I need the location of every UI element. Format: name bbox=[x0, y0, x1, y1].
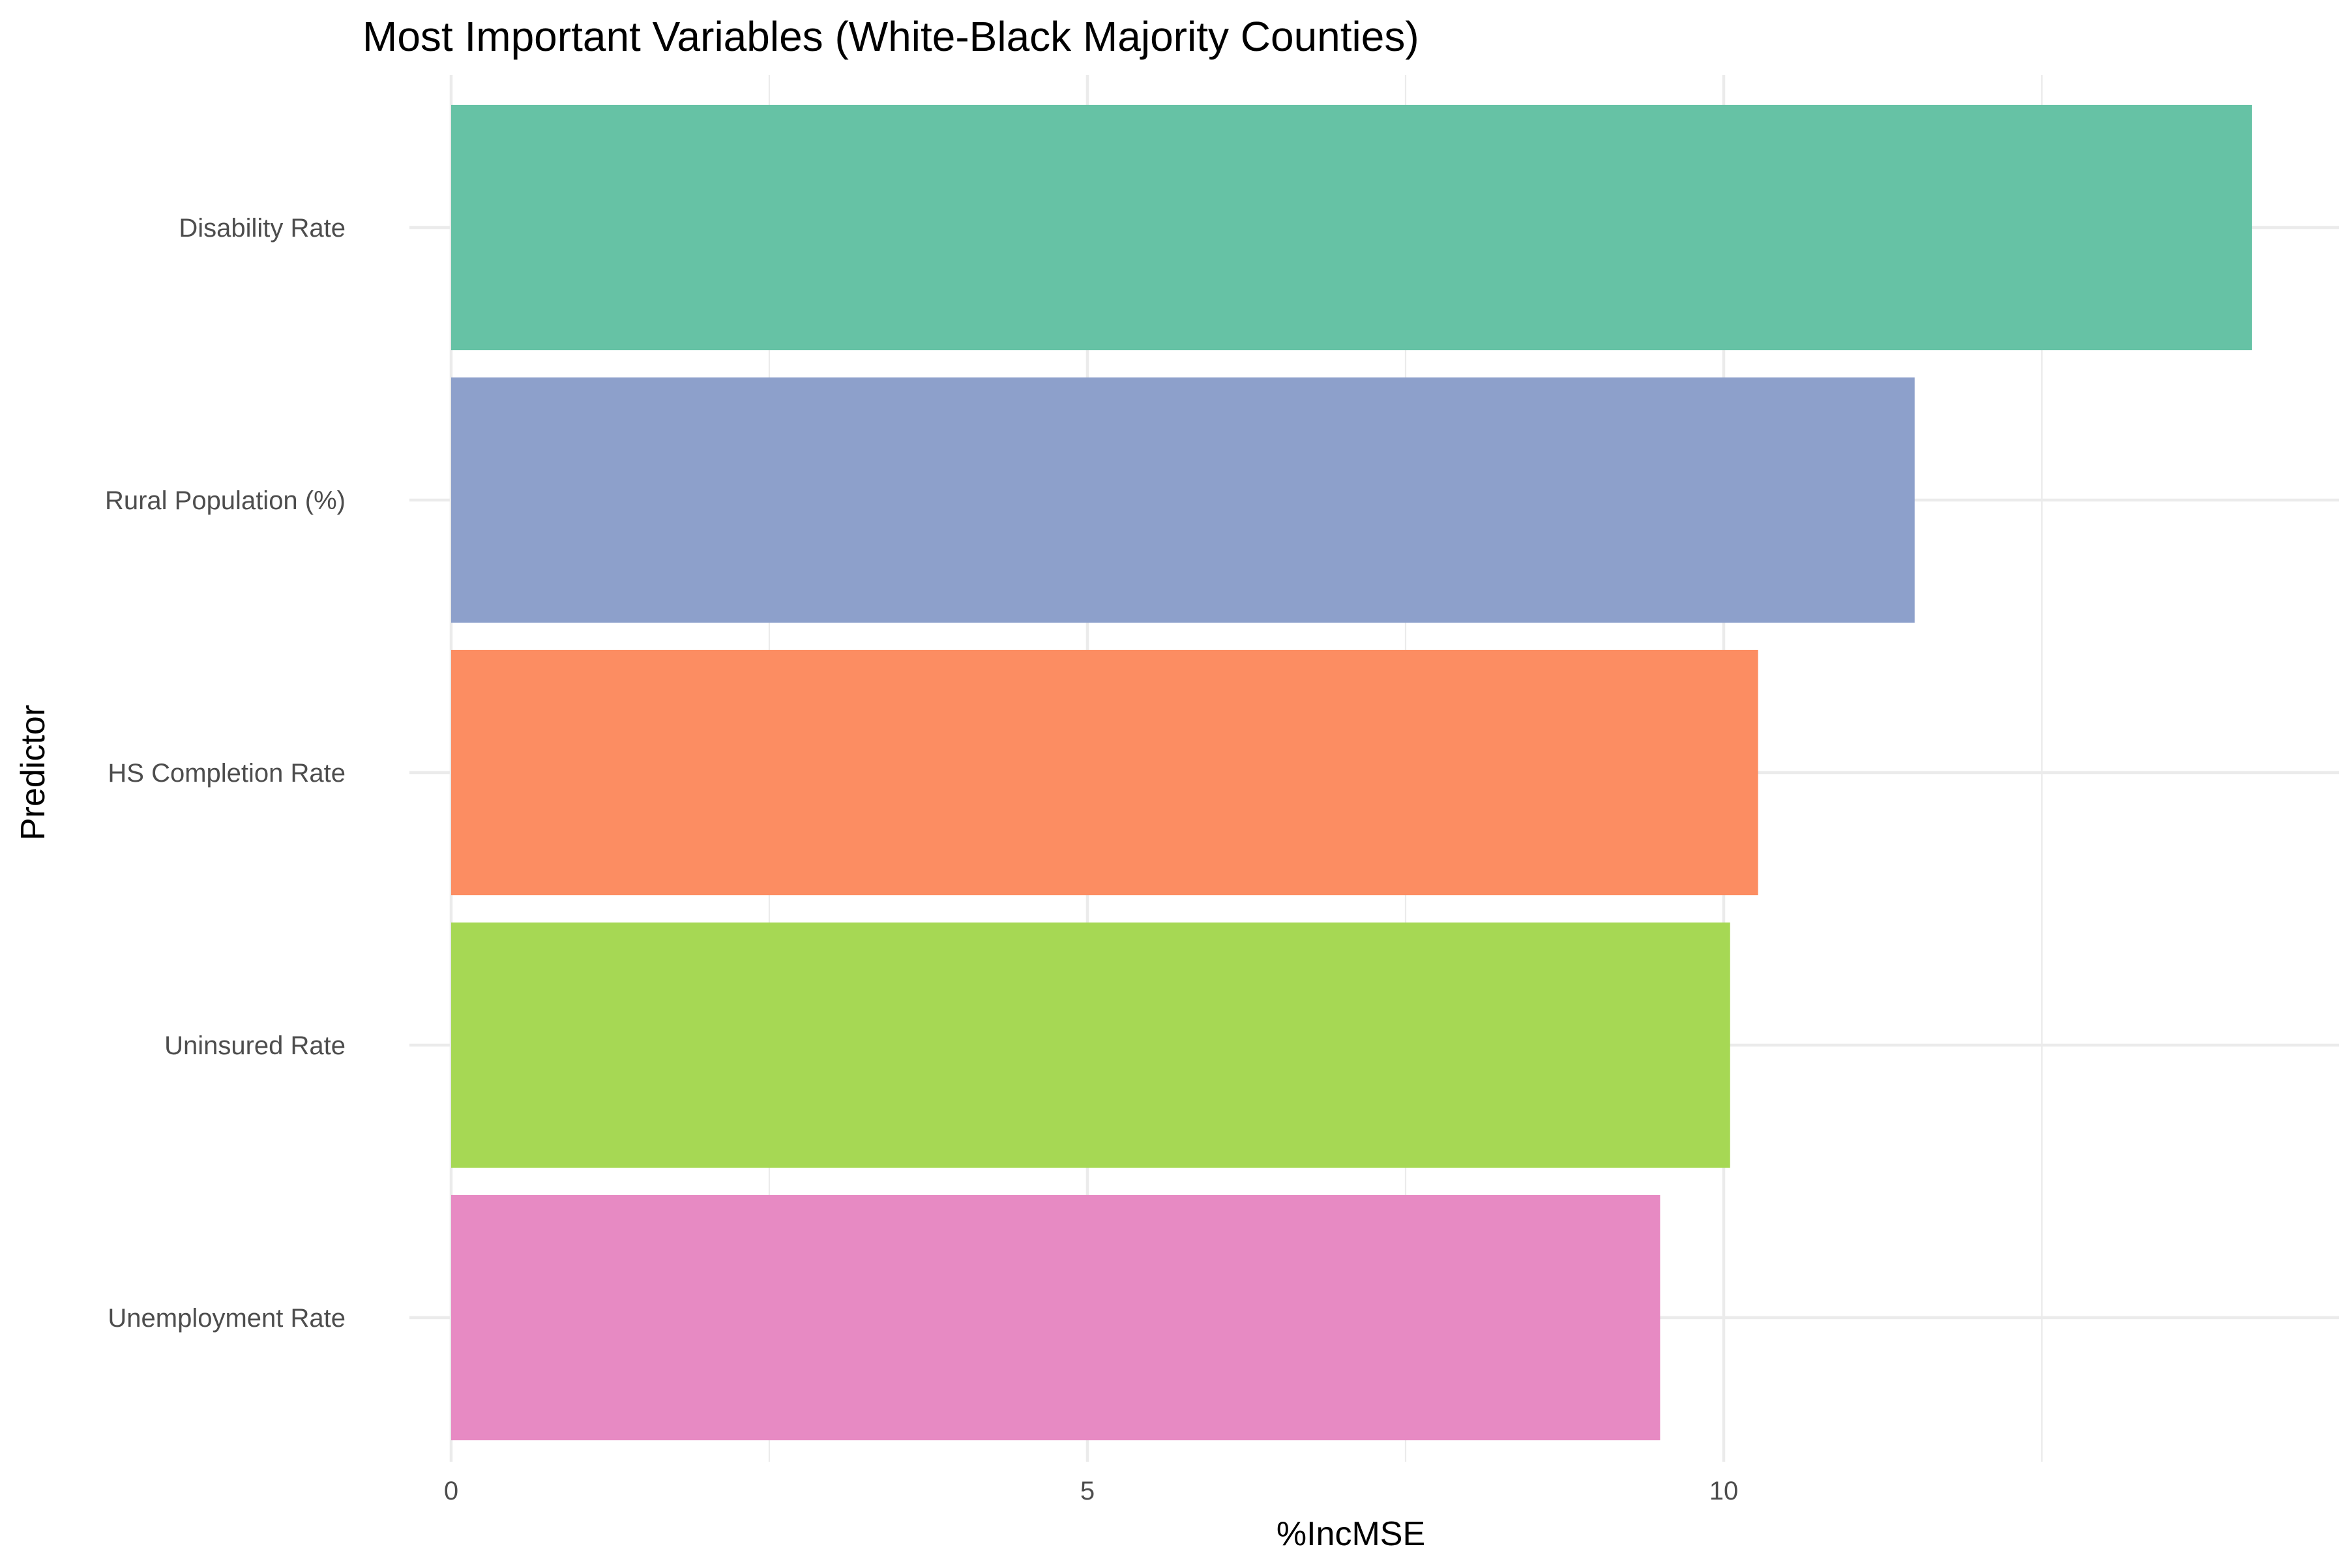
y-tick-label: Rural Population (%) bbox=[105, 486, 346, 515]
y-axis-tick-labels: Disability Rate Rural Population (%) HS Co… bbox=[105, 214, 346, 1333]
bar bbox=[451, 377, 1915, 623]
y-tick-label: HS Completion Rate bbox=[108, 759, 346, 788]
bars bbox=[451, 104, 2252, 1441]
y-tick-label: Disability Rate bbox=[179, 214, 346, 243]
bar bbox=[451, 104, 2252, 351]
chart-title: Most Important Variables (White-Black Ma… bbox=[362, 13, 1419, 60]
x-axis-tick-labels: 0 5 10 bbox=[444, 1477, 1738, 1505]
x-tick-label: 10 bbox=[1709, 1477, 1739, 1505]
x-axis-title: %IncMSE bbox=[1277, 1515, 1425, 1553]
y-axis-title: Predictor bbox=[14, 705, 52, 840]
y-tick-label: Unemployment Rate bbox=[108, 1304, 346, 1333]
x-tick-label: 5 bbox=[1080, 1477, 1095, 1505]
x-tick-label: 0 bbox=[444, 1477, 458, 1505]
bar bbox=[451, 649, 1758, 896]
y-tick-label: Uninsured Rate bbox=[164, 1031, 346, 1060]
bar bbox=[451, 1194, 1661, 1441]
bar bbox=[451, 922, 1730, 1168]
